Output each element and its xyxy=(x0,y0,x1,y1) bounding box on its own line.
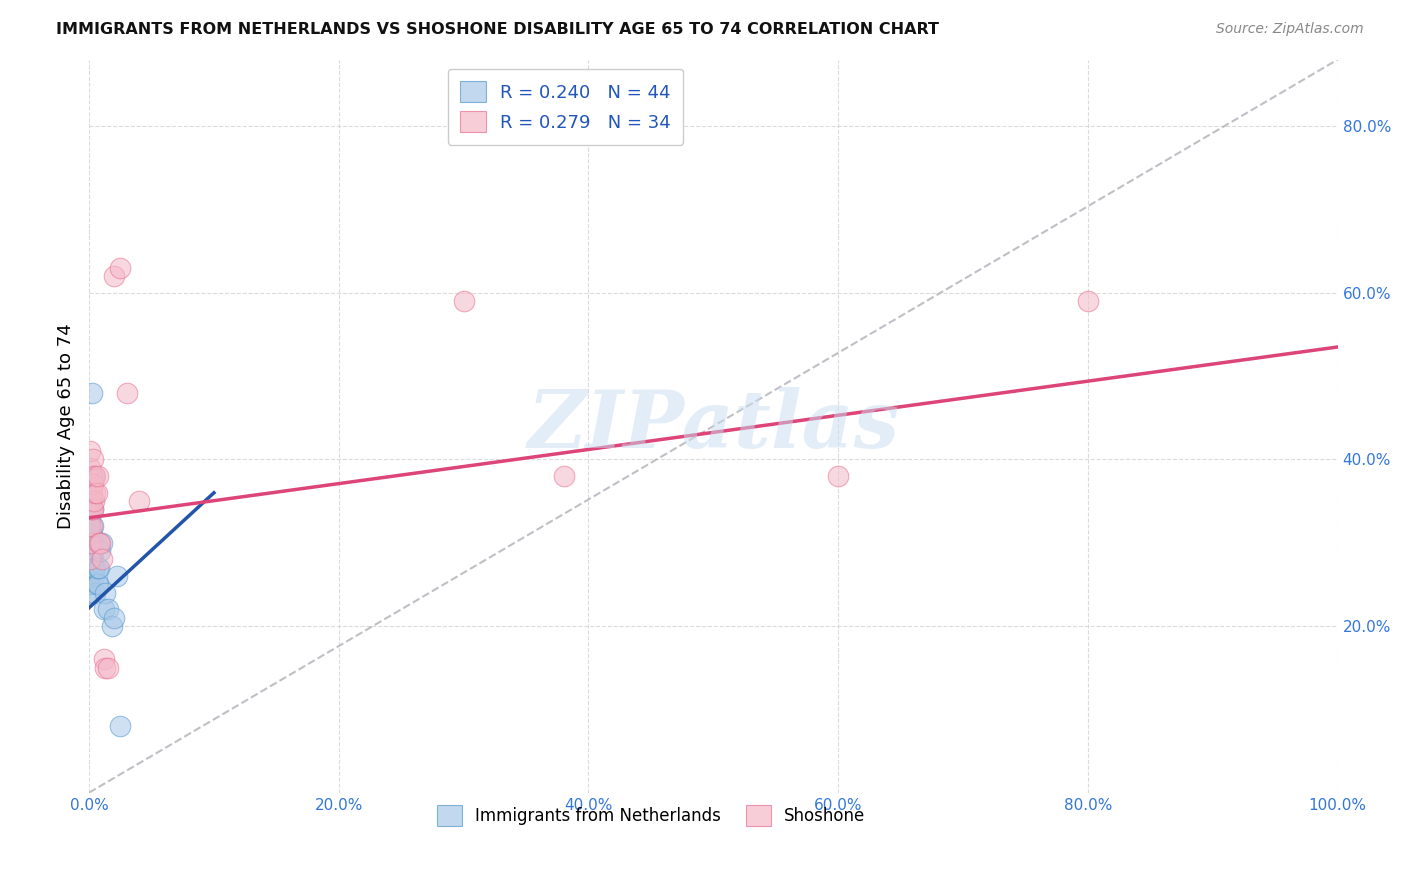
Point xyxy=(89,535,111,549)
Point xyxy=(80,502,103,516)
Point xyxy=(87,577,110,591)
Point xyxy=(82,535,104,549)
Point xyxy=(82,477,104,491)
Point xyxy=(79,585,101,599)
Point xyxy=(1077,294,1099,309)
Point xyxy=(86,577,108,591)
Point xyxy=(84,560,107,574)
Point xyxy=(115,385,138,400)
Point xyxy=(79,552,101,566)
Point xyxy=(87,560,110,574)
Point xyxy=(80,385,103,400)
Point xyxy=(80,494,103,508)
Point xyxy=(79,519,101,533)
Point xyxy=(82,502,104,516)
Point xyxy=(89,544,111,558)
Point xyxy=(80,469,103,483)
Point xyxy=(93,602,115,616)
Point xyxy=(79,535,101,549)
Point xyxy=(79,460,101,475)
Point xyxy=(79,502,101,516)
Point xyxy=(103,611,125,625)
Point xyxy=(79,510,101,524)
Point xyxy=(79,444,101,458)
Point xyxy=(83,569,105,583)
Point xyxy=(105,569,128,583)
Text: IMMIGRANTS FROM NETHERLANDS VS SHOSHONE DISABILITY AGE 65 TO 74 CORRELATION CHAR: IMMIGRANTS FROM NETHERLANDS VS SHOSHONE … xyxy=(56,22,939,37)
Point xyxy=(79,560,101,574)
Point xyxy=(83,560,105,574)
Point xyxy=(80,485,103,500)
Text: Source: ZipAtlas.com: Source: ZipAtlas.com xyxy=(1216,22,1364,37)
Point xyxy=(79,552,101,566)
Point xyxy=(80,552,103,566)
Point xyxy=(110,719,132,733)
Point xyxy=(97,661,120,675)
Point xyxy=(79,502,101,516)
Point xyxy=(453,294,475,309)
Point xyxy=(80,519,103,533)
Point xyxy=(86,535,108,549)
Point xyxy=(79,494,101,508)
Point xyxy=(82,544,104,558)
Point xyxy=(93,652,115,666)
Point xyxy=(103,269,125,284)
Point xyxy=(79,527,101,541)
Point xyxy=(79,569,101,583)
Point xyxy=(79,577,101,591)
Point xyxy=(79,535,101,549)
Point xyxy=(80,535,103,549)
Point xyxy=(84,469,107,483)
Point xyxy=(83,535,105,549)
Point xyxy=(83,494,105,508)
Point xyxy=(84,585,107,599)
Point xyxy=(82,502,104,516)
Point xyxy=(87,469,110,483)
Point xyxy=(79,519,101,533)
Point xyxy=(553,469,575,483)
Point xyxy=(128,494,150,508)
Point xyxy=(79,477,101,491)
Y-axis label: Disability Age 65 to 74: Disability Age 65 to 74 xyxy=(58,323,75,529)
Point xyxy=(79,552,101,566)
Text: ZIPatlas: ZIPatlas xyxy=(527,387,900,465)
Point xyxy=(97,602,120,616)
Point xyxy=(94,585,117,599)
Point xyxy=(90,535,112,549)
Point xyxy=(80,560,103,574)
Point xyxy=(86,485,108,500)
Legend: Immigrants from Netherlands, Shoshone: Immigrants from Netherlands, Shoshone xyxy=(426,796,876,836)
Point xyxy=(83,469,105,483)
Point xyxy=(84,485,107,500)
Point xyxy=(90,552,112,566)
Point xyxy=(80,544,103,558)
Point xyxy=(79,544,101,558)
Point xyxy=(827,469,849,483)
Point xyxy=(82,519,104,533)
Point xyxy=(110,260,132,275)
Point xyxy=(80,527,103,541)
Point xyxy=(87,535,110,549)
Point xyxy=(87,560,110,574)
Point xyxy=(82,552,104,566)
Point xyxy=(94,661,117,675)
Point xyxy=(82,452,104,467)
Point xyxy=(100,619,122,633)
